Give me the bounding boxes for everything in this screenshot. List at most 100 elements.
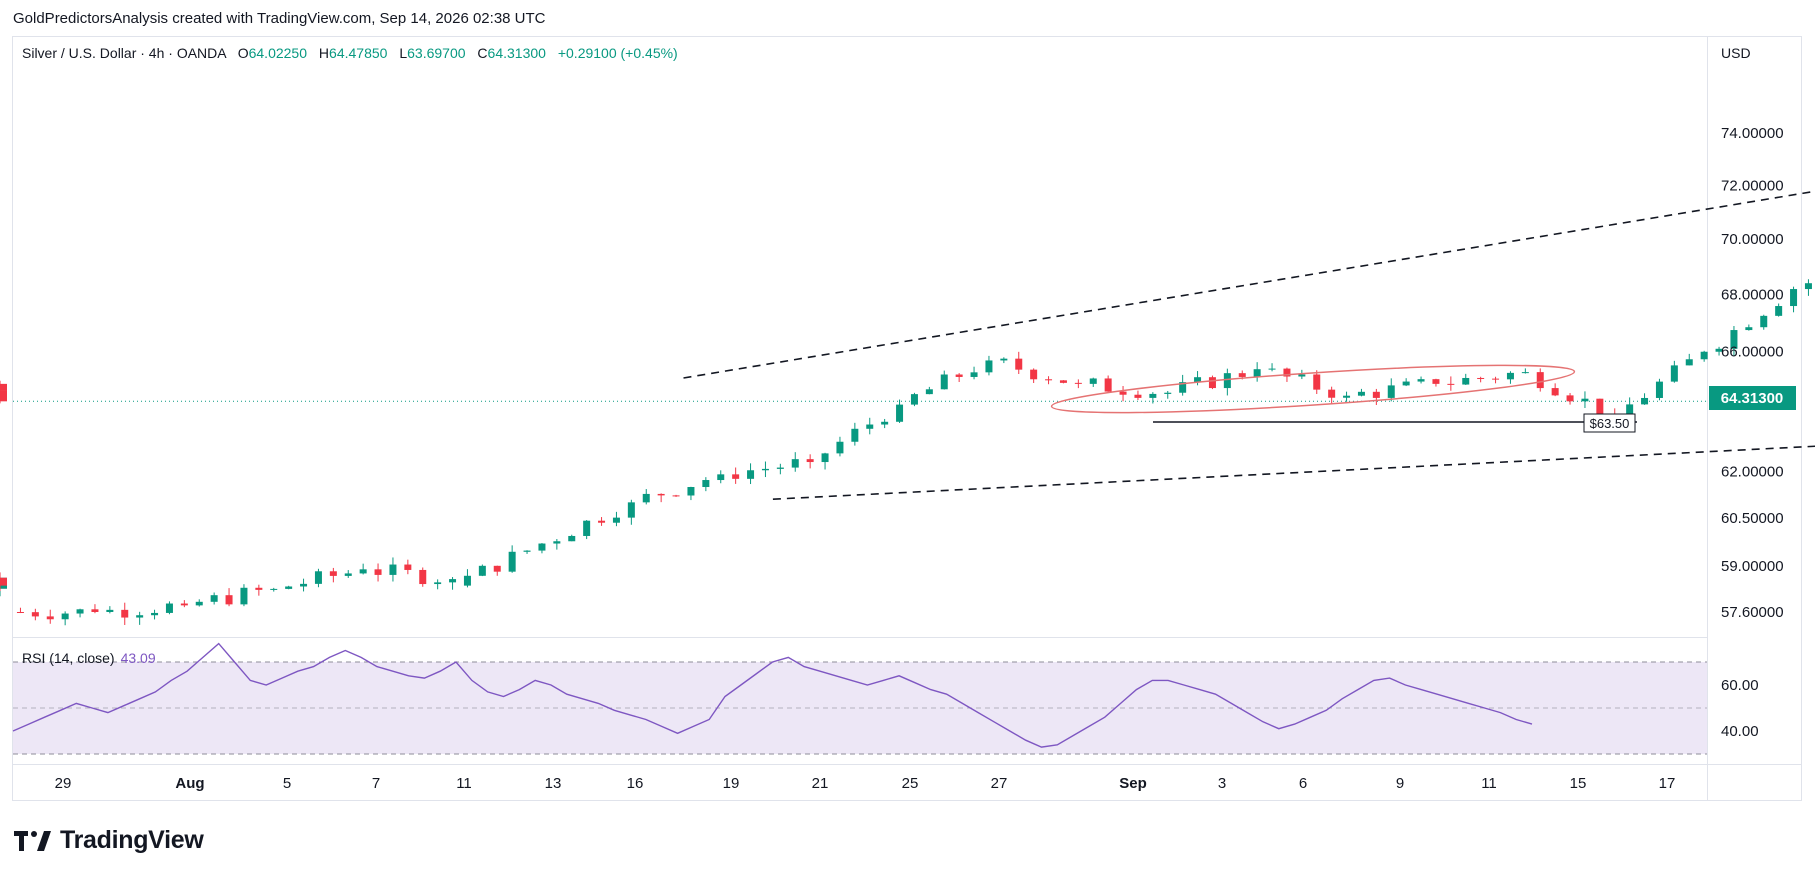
candle-body[interactable] bbox=[121, 609, 129, 618]
candle-body[interactable] bbox=[0, 383, 7, 390]
candle-body[interactable] bbox=[1715, 348, 1723, 352]
candle-body[interactable] bbox=[1134, 394, 1142, 398]
candle-body[interactable] bbox=[106, 609, 114, 612]
candle-body[interactable] bbox=[955, 374, 963, 377]
candle-body[interactable] bbox=[553, 541, 561, 544]
candle-body[interactable] bbox=[851, 428, 859, 442]
candle-body[interactable] bbox=[1760, 315, 1768, 328]
candle-body[interactable] bbox=[180, 603, 188, 606]
candle-body[interactable] bbox=[1387, 385, 1395, 398]
candle-body[interactable] bbox=[806, 459, 814, 463]
candle-body[interactable] bbox=[1119, 391, 1127, 395]
candle-body[interactable] bbox=[761, 468, 769, 471]
candle-body[interactable] bbox=[732, 474, 740, 479]
candle-body[interactable] bbox=[1164, 392, 1172, 394]
candle-body[interactable] bbox=[836, 441, 844, 454]
candle-body[interactable] bbox=[1775, 306, 1783, 316]
candle-body[interactable] bbox=[657, 493, 665, 496]
candle-body[interactable] bbox=[434, 582, 442, 585]
candle-body[interactable] bbox=[1372, 391, 1380, 398]
candle-body[interactable] bbox=[359, 569, 367, 574]
candle-body[interactable] bbox=[1745, 327, 1753, 331]
candle-body[interactable] bbox=[1566, 395, 1574, 402]
candle-body[interactable] bbox=[866, 424, 874, 429]
candle-body[interactable] bbox=[1313, 374, 1321, 390]
candle-body[interactable] bbox=[478, 565, 486, 576]
candle-body[interactable] bbox=[1581, 398, 1589, 402]
candle-body[interactable] bbox=[419, 569, 427, 585]
candle-body[interactable] bbox=[1536, 372, 1544, 389]
candle-body[interactable] bbox=[1626, 404, 1634, 417]
candle-body[interactable] bbox=[46, 616, 54, 620]
candle-body[interactable] bbox=[151, 612, 159, 616]
candle-body[interactable] bbox=[76, 609, 84, 614]
candle-body[interactable] bbox=[404, 564, 412, 570]
candle-body[interactable] bbox=[1551, 388, 1559, 396]
candle-body[interactable] bbox=[1655, 381, 1663, 398]
candle-body[interactable] bbox=[344, 573, 352, 576]
upper-trendline[interactable] bbox=[683, 112, 1815, 379]
candle-body[interactable] bbox=[896, 404, 904, 422]
rsi-pane-divider[interactable] bbox=[12, 637, 1707, 638]
candle-body[interactable] bbox=[538, 543, 546, 551]
candle-body[interactable] bbox=[791, 459, 799, 468]
candle-body[interactable] bbox=[568, 535, 576, 542]
candle-body[interactable] bbox=[1000, 358, 1008, 361]
candle-body[interactable] bbox=[1059, 380, 1067, 383]
candle-body[interactable] bbox=[717, 474, 725, 481]
candle-body[interactable] bbox=[165, 603, 173, 613]
rsi-legend[interactable]: RSI (14, close) 43.09 bbox=[22, 650, 156, 666]
candle-body[interactable] bbox=[940, 374, 948, 390]
candle-body[interactable] bbox=[747, 470, 755, 479]
highlight-ellipse[interactable] bbox=[1050, 356, 1576, 423]
candle-body[interactable] bbox=[1238, 373, 1246, 377]
candle-body[interactable] bbox=[1089, 378, 1097, 384]
candle-body[interactable] bbox=[1641, 397, 1649, 405]
candle-body[interactable] bbox=[687, 487, 695, 496]
candle-body[interactable] bbox=[240, 587, 248, 605]
candle-body[interactable] bbox=[210, 595, 218, 602]
candle-body[interactable] bbox=[1104, 378, 1112, 392]
candle-body[interactable] bbox=[255, 587, 263, 590]
candle-body[interactable] bbox=[16, 612, 24, 613]
candle-body[interactable] bbox=[985, 360, 993, 373]
candle-body[interactable] bbox=[374, 569, 382, 575]
candle-body[interactable] bbox=[225, 595, 233, 605]
candle-body[interactable] bbox=[910, 394, 918, 405]
candle-body[interactable] bbox=[300, 583, 308, 587]
candle-body[interactable] bbox=[493, 565, 501, 572]
candle-body[interactable] bbox=[1328, 389, 1336, 398]
candle-body[interactable] bbox=[463, 575, 471, 586]
candle-body[interactable] bbox=[1790, 289, 1798, 307]
rsi-line[interactable] bbox=[12, 642, 1533, 748]
candle-body[interactable] bbox=[627, 502, 635, 518]
candle-body[interactable] bbox=[449, 579, 457, 583]
candle-body[interactable] bbox=[881, 421, 889, 425]
candle-body[interactable] bbox=[1179, 382, 1187, 393]
candle-body[interactable] bbox=[1194, 377, 1202, 383]
candle-body[interactable] bbox=[1149, 393, 1157, 398]
candle-body[interactable] bbox=[329, 571, 337, 576]
candle-body[interactable] bbox=[1477, 377, 1485, 379]
candle-body[interactable] bbox=[1298, 374, 1306, 377]
candle-body[interactable] bbox=[1730, 330, 1738, 349]
candle-body[interactable] bbox=[702, 480, 710, 488]
candle-body[interactable] bbox=[0, 389, 7, 391]
candle-body[interactable] bbox=[0, 577, 7, 586]
candle-body[interactable] bbox=[583, 520, 591, 536]
candle-body[interactable] bbox=[672, 495, 680, 497]
candle-body[interactable] bbox=[1015, 358, 1023, 370]
candle-body[interactable] bbox=[821, 453, 829, 463]
candle-body[interactable] bbox=[1462, 377, 1470, 385]
candle-body[interactable] bbox=[1402, 381, 1410, 386]
candle-body[interactable] bbox=[1506, 372, 1514, 380]
candle-body[interactable] bbox=[1268, 368, 1276, 370]
candle-body[interactable] bbox=[642, 493, 650, 503]
candle-body[interactable] bbox=[285, 586, 293, 589]
candle-body[interactable] bbox=[523, 550, 531, 552]
candle-body[interactable] bbox=[1045, 379, 1053, 381]
candle-body[interactable] bbox=[1447, 383, 1455, 385]
candle-body[interactable] bbox=[1596, 398, 1604, 415]
candle-body[interactable] bbox=[389, 564, 397, 575]
candle-body[interactable] bbox=[31, 612, 39, 617]
